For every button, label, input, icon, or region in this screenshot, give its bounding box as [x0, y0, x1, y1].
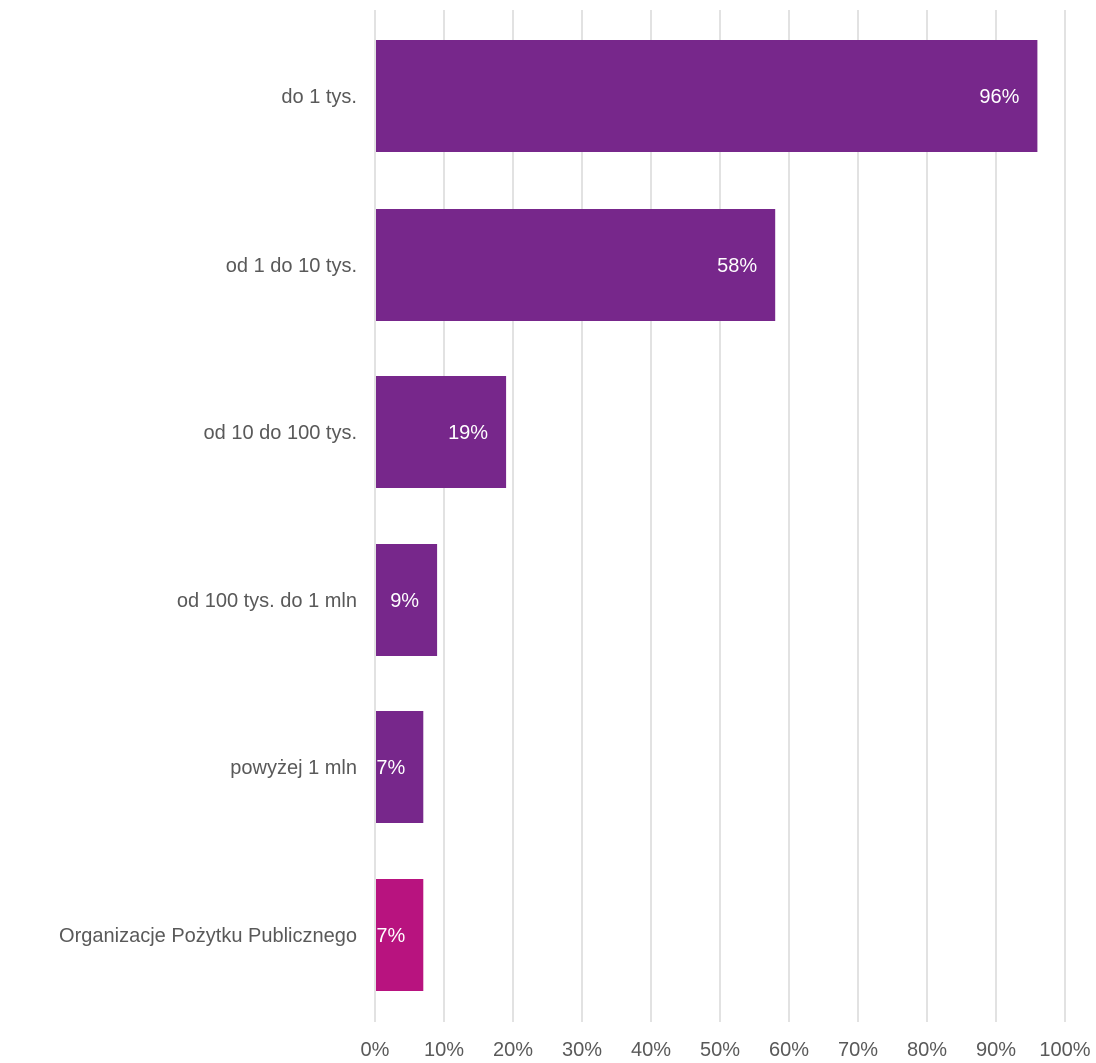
x-axis-tick-labels: 0% 10% 20% 30% 40% 50% 60% 70% 80% 90% 100% [361, 1039, 1091, 1061]
bar [376, 376, 507, 488]
category-label: do 1 tys. [281, 86, 357, 108]
category-label: od 1 do 10 tys. [226, 255, 357, 277]
x-tick-label: 30% [562, 1039, 602, 1061]
data-label: 19% [448, 422, 488, 444]
x-tick-label: 40% [631, 1039, 671, 1061]
x-tick-label: 80% [907, 1039, 947, 1061]
bar [376, 209, 776, 321]
category-label: Organizacje Pożytku Publicznego [59, 925, 357, 947]
category-label: od 10 do 100 tys. [204, 422, 357, 444]
category-label: od 100 tys. do 1 mln [177, 590, 357, 612]
data-label: 58% [717, 255, 757, 277]
data-label: 7% [376, 757, 405, 779]
bars [376, 40, 1038, 991]
x-tick-label: 60% [769, 1039, 809, 1061]
x-tick-label: 100% [1039, 1039, 1090, 1061]
gridlines [374, 10, 1066, 1022]
x-tick-label: 20% [493, 1039, 533, 1061]
bar [376, 711, 424, 823]
bar [376, 879, 424, 991]
x-tick-label: 90% [976, 1039, 1016, 1061]
bar [376, 544, 438, 656]
x-tick-label: 70% [838, 1039, 878, 1061]
data-label: 96% [979, 86, 1019, 108]
x-tick-label: 10% [424, 1039, 464, 1061]
x-tick-label: 50% [700, 1039, 740, 1061]
data-label: 7% [376, 925, 405, 947]
category-labels: do 1 tys. od 1 do 10 tys. od 10 do 100 tys… [59, 86, 357, 947]
category-label: powyżej 1 mln [230, 757, 357, 779]
data-label: 9% [390, 590, 419, 612]
bar [376, 40, 1038, 152]
data-labels: 96% 58% 19% 9% 7% 7% [376, 86, 1019, 947]
x-tick-label: 0% [361, 1039, 390, 1061]
